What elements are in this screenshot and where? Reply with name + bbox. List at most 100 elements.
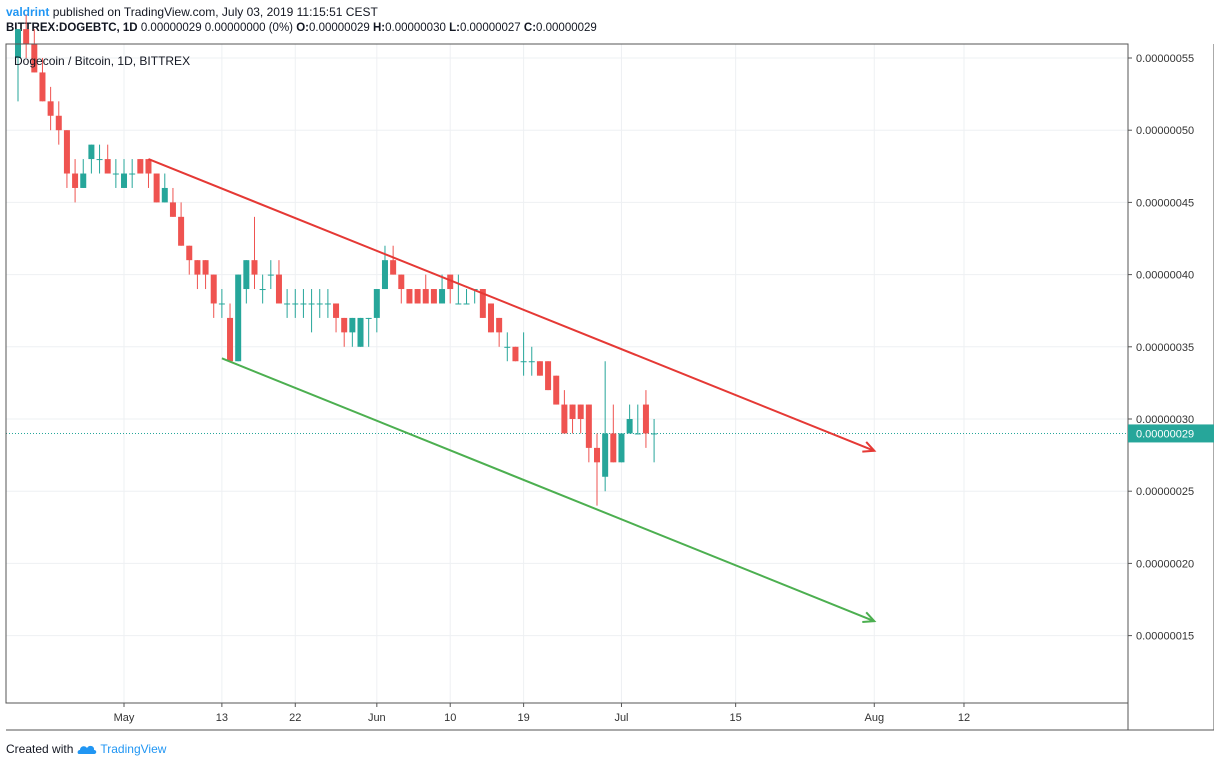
y-tick-label: 0.00000055 [1136,53,1194,65]
candle-body [324,303,331,305]
candle-body [528,361,535,363]
resistance-arrowhead [862,441,877,453]
candle-body [487,303,494,333]
y-tick-label: 0.00000050 [1136,125,1194,137]
open-label: O: [296,22,309,34]
candle-body [129,173,136,175]
candle-body [545,361,552,391]
candle-body [634,433,641,435]
y-tick-label: 0.00000020 [1136,558,1194,570]
candle-body [398,274,405,290]
candle-body [626,419,633,434]
candle-body [569,404,576,419]
candle-body [259,289,266,291]
candle-body [23,29,30,44]
candle-body [390,260,397,275]
candle-body [235,274,242,362]
candle-body [479,289,486,318]
candle-body [406,289,413,304]
low-value: 0.00000027 [459,22,521,34]
candle-body [39,72,46,102]
candle-body [47,101,54,116]
symbol-label: BITTREX:DOGEBTC, 1D [6,22,138,34]
candle-body [341,317,348,333]
high-label: H: [372,22,386,34]
support-trendline [221,357,875,623]
candle-body [104,159,111,174]
candle-body [292,303,299,305]
low-label: L: [449,22,460,34]
x-tick-label: 22 [289,712,301,724]
chart-title: Dogecoin / Bitcoin, 1D, BITTREX [14,54,190,68]
x-tick-label: 19 [517,712,529,724]
candle-body [365,317,372,319]
x-tick-label: 15 [730,712,742,724]
candle-body [31,43,38,73]
y-tick-label: 0.00000030 [1136,414,1194,426]
x-tick-label: 12 [958,712,970,724]
candle-body [55,115,62,131]
candle-body [585,404,592,448]
candle-body [267,274,274,276]
close-value: 0.00000029 [536,22,597,34]
candle-body [161,187,168,203]
x-tick-label: Aug [864,712,884,724]
username-link[interactable]: valdrint [6,5,50,19]
candle-body [308,303,315,305]
candle-body [349,317,356,333]
candle-body [145,159,152,174]
high-value: 0.00000030 [385,22,446,34]
candle-body [520,361,527,363]
candle-body [227,317,234,362]
candle-body [610,433,617,463]
x-tick-label: 13 [216,712,228,724]
y-tick-label: 0.00000035 [1136,342,1194,354]
candle-body [553,375,560,405]
support-arrowhead [862,611,877,623]
candle-body [300,303,307,305]
candle-body [96,159,103,161]
last-price-label: 0.00000029 [1136,428,1194,440]
y-tick-label: 0.00000015 [1136,631,1194,643]
candle-body [88,144,95,160]
candle-body [430,289,437,304]
candle-body [642,404,649,434]
trendlines [148,158,877,623]
publish-info: valdrint published on TradingView.com, J… [6,5,378,19]
close-label: C: [523,22,537,34]
candle-body [210,274,217,304]
ohlc-bar: BITTREX:DOGEBTC, 1D 0.00000029 0.0000000… [6,22,597,34]
resistance-trendline [148,158,875,452]
y-tick-label: 0.00000045 [1136,197,1194,209]
x-tick-label: Jun [368,712,386,724]
footer: Created with TradingView [6,742,166,756]
last-price-tag [1128,424,1214,443]
candle-body [72,173,79,188]
candle-body [121,173,128,188]
tradingview-link[interactable]: TradingView [77,742,166,756]
candle-body [463,303,470,305]
x-tick-label: 10 [444,712,456,724]
candle-body [618,433,625,463]
candle-body [373,289,380,318]
candle-body [137,159,144,174]
candle-body [284,303,291,305]
candle-body [194,260,201,275]
candle-body [561,404,568,434]
open-value: 0.00000029 [309,22,370,34]
candle-body [218,303,225,305]
candle-body [536,361,543,376]
candle-body [80,173,87,188]
y-tick-label: 0.00000040 [1136,270,1194,282]
candle-body [112,173,119,175]
candle-body [504,346,511,348]
price-chart[interactable]: 0.00000055 0.00000050 0.00000045 0.00000040… [0,0,1214,740]
x-tick-label: Jul [614,712,628,724]
candle-body [512,346,519,362]
published-text: published on TradingView.com, July 03, 2… [52,5,378,19]
candle-body [577,404,584,419]
candle-body [439,289,446,304]
candle-body [602,433,609,477]
candle-body [651,433,658,435]
candles [15,14,658,506]
